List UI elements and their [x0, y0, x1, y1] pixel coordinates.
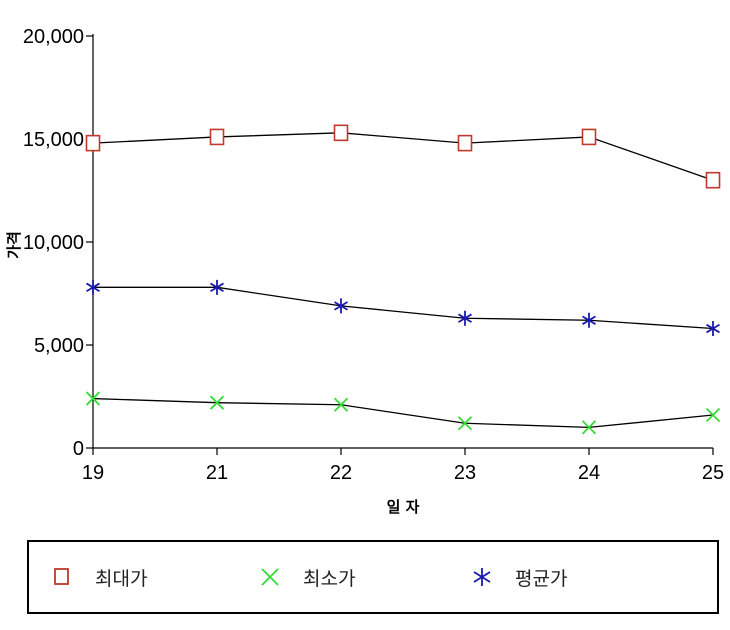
series-line	[92, 397, 714, 429]
legend-item-min: 최소가	[259, 542, 355, 612]
chart-area: 0 5,000 10,000 15,000 20,000 19 21 22 23 24 25 일 자…	[5, 26, 724, 516]
data-point	[705, 407, 721, 423]
x-tick-label: 19	[82, 462, 104, 484]
x-tick-label: 25	[702, 462, 724, 484]
y-tick-label: 0	[73, 438, 84, 460]
y-tick-label: 20,000	[23, 26, 84, 48]
data-point	[209, 128, 225, 146]
series-2	[86, 279, 720, 337]
data-point	[457, 134, 473, 152]
data-point	[209, 395, 225, 410]
y-tick-label: 5,000	[34, 335, 84, 357]
y-tick-label: 10,000	[23, 232, 84, 254]
y-tick-label: 15,000	[23, 129, 84, 151]
square-marker-icon	[54, 568, 69, 585]
data-point	[334, 298, 348, 314]
data-point	[706, 321, 720, 337]
legend-label-min: 최소가	[303, 567, 356, 590]
axes: 0 5,000 10,000 15,000 20,000 19 21 22 23 24 25	[23, 26, 724, 484]
series-line	[93, 286, 714, 330]
series-0	[85, 124, 721, 189]
x-marker-icon	[261, 568, 279, 586]
data-point	[582, 312, 596, 328]
series-1	[85, 391, 721, 435]
legend-item-max: 최대가	[51, 542, 147, 612]
data-point	[333, 124, 349, 142]
legend-item-avg: 평균가	[471, 542, 567, 612]
legend: 최대가 최소가 평균가	[27, 540, 719, 614]
data-point	[581, 128, 597, 146]
x-tick-label: 21	[206, 462, 228, 484]
legend-label-max: 최대가	[95, 567, 148, 590]
data-point	[85, 391, 101, 406]
data-point	[458, 310, 472, 326]
data-point	[705, 171, 721, 189]
x-axis-title: 일 자	[387, 498, 420, 516]
legend-label-avg: 평균가	[515, 567, 568, 590]
data-point	[85, 134, 101, 152]
data-point	[581, 420, 597, 435]
y-axis-title: 가격	[5, 231, 23, 259]
asterisk-marker-icon	[473, 568, 491, 586]
data-point	[333, 397, 349, 412]
series-line	[92, 132, 714, 181]
data-point	[210, 279, 224, 295]
data-point	[86, 279, 100, 295]
x-tick-label: 24	[578, 462, 600, 484]
x-tick-label: 22	[330, 462, 352, 484]
data-point	[457, 416, 473, 431]
series-layer	[85, 124, 721, 435]
x-tick-label: 23	[454, 462, 476, 484]
